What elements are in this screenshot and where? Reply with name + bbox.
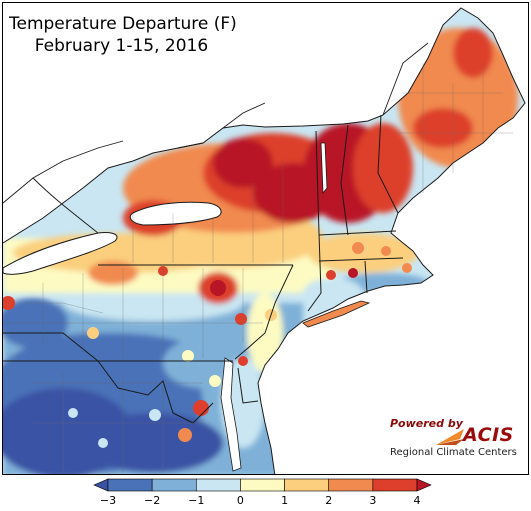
title-line-1: Temperature Departure (F) (9, 14, 237, 34)
legend-tick-label: 4 (413, 494, 421, 507)
legend-bin (107, 478, 153, 492)
legend-tick-label: −3 (99, 494, 117, 507)
logo-org: Regional Climate Centers (390, 447, 517, 458)
map-title: Temperature Departure (F) February 1-15,… (9, 13, 237, 57)
lake-ontario (129, 201, 222, 226)
legend-bin (416, 478, 432, 492)
logo-swoosh-icon (436, 429, 464, 445)
legend-tick-label: −1 (188, 494, 205, 507)
legend-bin (93, 478, 109, 492)
legend-bin (372, 478, 418, 492)
color-legend: −3 −2 −1 0 1 2 3 4 (90, 478, 435, 511)
title-line-2: February 1-15, 2016 (34, 36, 209, 56)
legend-bin (195, 478, 241, 492)
logo-powered-by: Powered by (390, 417, 463, 430)
legend-bin (328, 478, 374, 492)
lake-erie (3, 232, 118, 275)
legend-bin (240, 478, 285, 492)
logo-acis: ACIS (463, 424, 514, 446)
state-boundaries (3, 114, 404, 424)
lake-champlain (320, 142, 328, 195)
acis-logo: Powered by ACIS Regional Climate Centers (386, 416, 526, 462)
legend-bin (284, 478, 330, 492)
long-island (302, 300, 371, 328)
county-lines (3, 63, 513, 473)
canada-lines (3, 42, 429, 234)
chesapeake-bay (220, 357, 242, 472)
temperature-departure-map (3, 7, 526, 474)
legend-bar (93, 478, 432, 492)
map-panel: Temperature Departure (F) February 1-15,… (2, 2, 529, 475)
legend-tick-label: 0 (236, 494, 244, 507)
legend-tick-label: −2 (144, 494, 161, 507)
legend-tick-label: 2 (325, 494, 333, 507)
legend-tick-label: 1 (281, 494, 289, 507)
legend-bin (151, 478, 197, 492)
hotspots (3, 242, 412, 448)
legend-tick-label: 3 (369, 494, 377, 507)
coastline (3, 7, 526, 474)
